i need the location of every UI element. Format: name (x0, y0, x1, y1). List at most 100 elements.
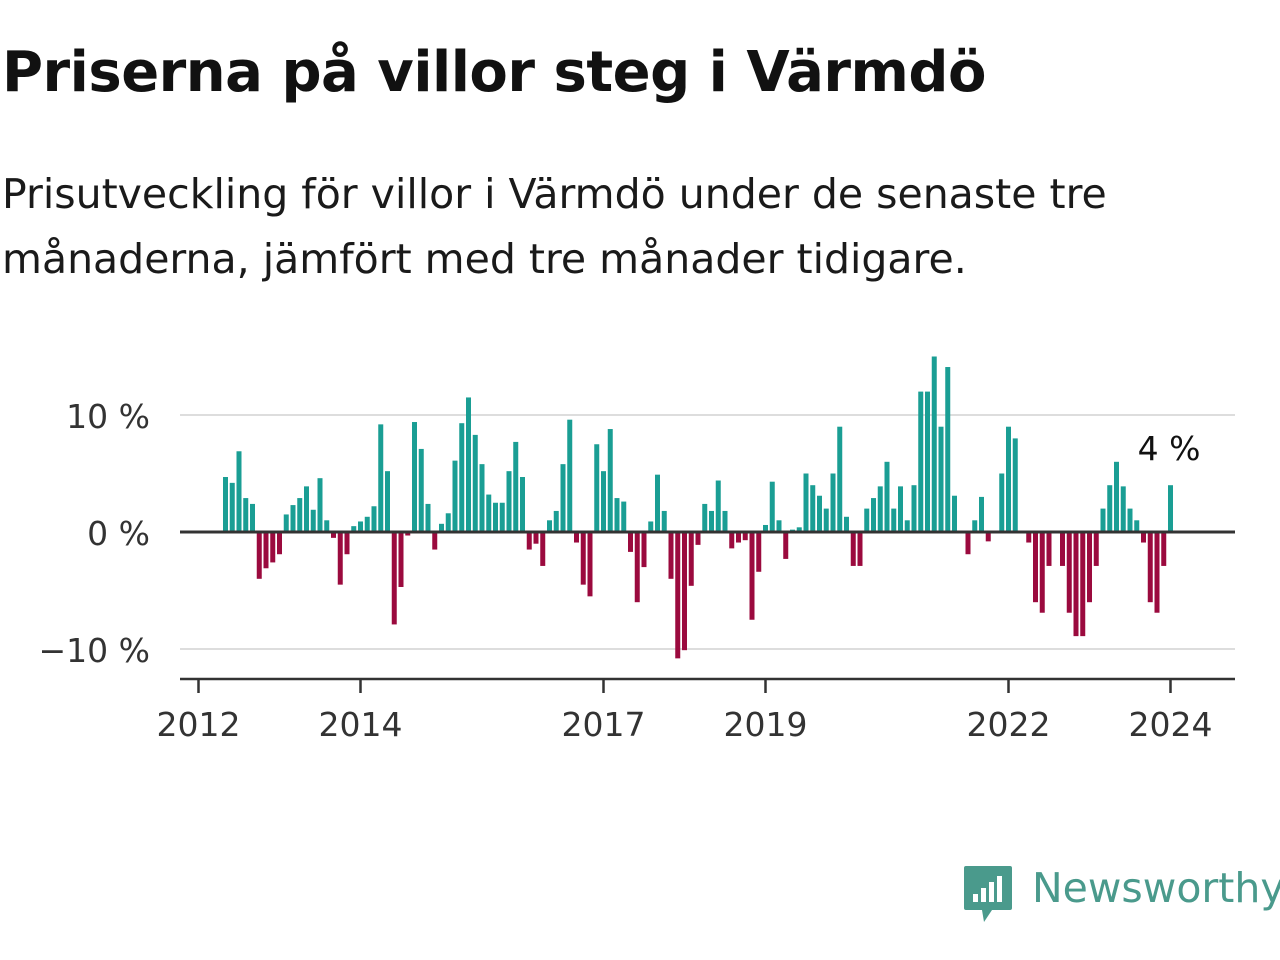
bar (1147, 532, 1153, 603)
bar (817, 495, 822, 532)
bar (749, 532, 755, 620)
bar (641, 532, 647, 568)
bar (398, 532, 404, 587)
x-axis: 2012 2014 2017 2019 2022 2024 (157, 677, 1235, 744)
bar (823, 508, 829, 532)
bar (850, 532, 856, 566)
bar (378, 424, 384, 532)
bar (1168, 485, 1173, 532)
bar (513, 441, 519, 532)
bar (567, 419, 573, 532)
bars (223, 356, 1173, 659)
bar (729, 532, 735, 549)
bar (331, 532, 336, 538)
x-tick-label: 2012 (157, 705, 241, 744)
bar (385, 471, 390, 532)
bar (1107, 485, 1113, 532)
x-tick-label: 2022 (967, 705, 1051, 744)
bar (1134, 520, 1140, 532)
bar (796, 527, 802, 532)
bar (945, 367, 951, 532)
bar (709, 510, 714, 532)
bar (648, 521, 654, 532)
bar (243, 498, 249, 532)
bar (601, 471, 606, 532)
bar (371, 506, 377, 532)
bar (628, 532, 633, 552)
bar (223, 477, 228, 532)
bar (506, 471, 512, 532)
bar (520, 477, 525, 532)
grid-lines (180, 414, 1235, 650)
y-tick-label: 10 % (66, 397, 150, 436)
bar (783, 532, 789, 559)
bar (459, 423, 465, 532)
bar (560, 464, 566, 532)
bar (358, 521, 363, 532)
bar (621, 501, 627, 532)
bar (722, 510, 728, 532)
brand-name: Newsworthy (1032, 864, 1280, 912)
bar (1093, 532, 1099, 566)
bar (614, 498, 620, 532)
bar (553, 510, 559, 532)
bar (898, 486, 903, 532)
bar (337, 532, 343, 585)
bar (776, 520, 782, 532)
bar (317, 478, 323, 532)
bar (344, 532, 350, 555)
bar (688, 532, 694, 586)
bar (418, 448, 424, 532)
x-tick-label: 2017 (562, 705, 646, 744)
bar (547, 520, 552, 532)
bar (1012, 438, 1018, 532)
bar (682, 532, 687, 651)
bar (763, 524, 768, 532)
bar (391, 532, 397, 625)
bar (486, 494, 492, 532)
bar (904, 520, 910, 532)
bar (452, 460, 458, 532)
bar (412, 422, 417, 532)
bar (1120, 486, 1126, 532)
y-axis-labels: −10 % 0 % 10 % (39, 397, 151, 670)
bar (925, 391, 930, 532)
bar (432, 532, 438, 550)
bar (911, 485, 917, 532)
bar (871, 498, 876, 532)
bar (229, 482, 235, 532)
bar (499, 502, 505, 532)
bar (938, 426, 944, 532)
bar (580, 532, 586, 585)
bar (844, 516, 849, 532)
bar (493, 502, 498, 532)
bar (830, 473, 836, 532)
bar (351, 526, 357, 532)
bar (540, 532, 546, 566)
bar (1087, 532, 1092, 603)
bar (304, 486, 309, 532)
bar (715, 480, 721, 532)
bar (891, 508, 897, 532)
chart-title: Priserna på villor steg i Värmdö (2, 40, 986, 105)
bar (931, 356, 937, 532)
bar (702, 503, 708, 532)
bar (1161, 532, 1167, 566)
last-value-annotation: 4 % (1138, 429, 1201, 468)
bar (756, 532, 762, 572)
chart-subtitle: Prisutveckling för villor i Värmdö under… (2, 170, 1107, 283)
bar (857, 532, 863, 566)
bar (979, 496, 984, 532)
newsworthy-logo-icon (964, 866, 1012, 922)
bar (574, 532, 579, 543)
bar (918, 391, 924, 532)
bar (1033, 532, 1038, 603)
bar (236, 451, 242, 532)
bar (695, 532, 701, 545)
bar (742, 532, 748, 541)
bar (1060, 532, 1065, 566)
bar (1026, 532, 1032, 543)
bar (594, 444, 600, 532)
bar (1100, 508, 1106, 532)
bar (587, 532, 593, 597)
